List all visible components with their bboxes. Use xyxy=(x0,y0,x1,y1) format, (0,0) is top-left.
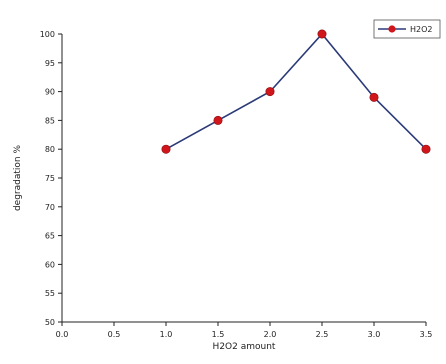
x-tick-label: 0.0 xyxy=(56,330,69,339)
y-tick-label: 80 xyxy=(45,145,55,154)
data-point-marker xyxy=(213,115,223,125)
y-tick-label: 55 xyxy=(45,289,55,298)
y-tick-label: 75 xyxy=(45,174,55,183)
legend-box xyxy=(373,19,441,39)
legend-marker xyxy=(388,25,396,33)
y-tick-label: 50 xyxy=(45,318,55,327)
y-tick-label: 90 xyxy=(45,88,55,97)
data-point-marker xyxy=(161,144,171,154)
legend-label: H2O2 xyxy=(410,25,433,34)
y-axis-title: degradation % xyxy=(13,145,23,212)
x-tick-label: 1.5 xyxy=(212,330,225,339)
x-axis-title: H2O2 amount xyxy=(213,342,276,352)
data-point-marker xyxy=(265,87,275,97)
x-tick-label: 3.0 xyxy=(368,330,381,339)
series-layer xyxy=(161,29,431,154)
data-point-marker xyxy=(369,92,379,102)
y-tick-label: 65 xyxy=(45,232,55,241)
series-line xyxy=(165,32,427,150)
data-point-marker xyxy=(421,144,431,154)
data-point-marker xyxy=(317,29,327,39)
y-tick-label: 60 xyxy=(45,260,55,269)
x-tick-label: 3.5 xyxy=(420,330,433,339)
y-tick-label: 100 xyxy=(40,30,55,39)
y-tick-label: 70 xyxy=(45,203,55,212)
x-tick-label: 2.0 xyxy=(264,330,277,339)
y-ticks: 50 55 60 65 70 75 80 85 90 95 100 xyxy=(40,30,62,327)
x-tick-label: 0.5 xyxy=(108,330,121,339)
legend: H2O2 xyxy=(373,19,441,39)
x-tick-label: 1.0 xyxy=(160,330,173,339)
y-tick-label: 85 xyxy=(45,116,55,125)
x-tick-label: 2.5 xyxy=(316,330,329,339)
y-tick-label: 95 xyxy=(45,59,55,68)
x-ticks: 0.0 0.5 1.0 1.5 2.0 2.5 3.0 3.5 xyxy=(56,322,433,339)
